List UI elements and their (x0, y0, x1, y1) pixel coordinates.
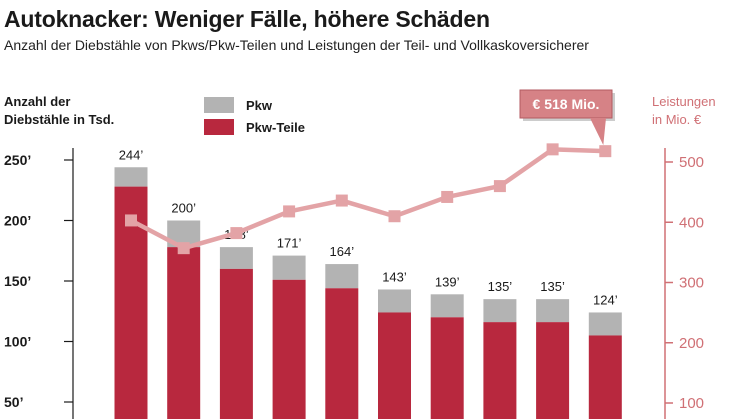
line-marker (177, 242, 190, 255)
bar-total-label: 135’ (540, 279, 565, 294)
bar-pkw-teile (167, 247, 201, 419)
line-marker (441, 190, 454, 203)
bar-pkw-teile (378, 312, 411, 419)
legend: Pkw Pkw-Teile (204, 95, 305, 139)
right-tick-label: 200 (679, 335, 704, 352)
bar-pkw-teile (483, 322, 517, 419)
bar-total-label: 139’ (435, 274, 460, 289)
right-tick-label: 100 (679, 395, 704, 412)
bar-total-label: 143’ (382, 269, 407, 284)
bar-pkw-teile (325, 288, 359, 419)
bar-total-label: 200’ (171, 201, 196, 216)
bar-total-label: 244’ (119, 147, 144, 162)
right-tick-label: 300 (679, 275, 704, 292)
left-axis-title: Anzahl der Diebstähle in Tsd. (4, 93, 114, 129)
right-tick-label: 400 (679, 214, 704, 231)
line-leistungen (129, 147, 606, 251)
bar-pkw (430, 294, 464, 318)
bar-pkw-teile (272, 279, 306, 419)
legend-item-pkw: Pkw (204, 95, 305, 115)
left-axis-title-line1: Anzahl der (4, 94, 71, 109)
line-marker (230, 227, 243, 240)
bar-pkw (325, 264, 359, 289)
bar-pkw (219, 247, 253, 269)
bars (114, 167, 622, 419)
bar-pkw (378, 289, 411, 313)
callout-label: € 518 Mio. (533, 96, 600, 112)
legend-item-pkw-teile: Pkw-Teile (204, 117, 305, 137)
bar-total-label: 124’ (593, 292, 618, 307)
bar-pkw-teile (536, 322, 570, 419)
bar-total-label: 171’ (277, 236, 302, 251)
legend-label-pkw-teile: Pkw-Teile (246, 119, 306, 135)
left-axis-title-line2: Diebstähle in Tsd. (4, 112, 115, 127)
bar-pkw (483, 299, 517, 323)
callout: € 518 Mio. (519, 89, 615, 146)
line-marker (388, 210, 401, 223)
legend-swatch-pkw-teile (204, 119, 234, 135)
left-tick-label: 200’ (4, 213, 31, 229)
right-axis-title-line2: in Mio. € (652, 112, 702, 127)
legend-label-pkw: Pkw (246, 97, 273, 113)
left-tick-label: 250’ (4, 152, 31, 168)
line-marker (335, 194, 348, 207)
line-marker (125, 214, 137, 227)
right-axis-title-line1: Leistungen (652, 94, 716, 109)
bar-pkw (536, 299, 570, 323)
line-marker (493, 180, 506, 193)
legend-swatch-pkw (204, 97, 234, 113)
right-axis: 100 200 300 400 500 (664, 148, 704, 419)
bar-pkw-teile (219, 268, 253, 419)
bar-pkw-teile (430, 317, 464, 419)
callout-pointer (590, 118, 606, 146)
bar-pkw (588, 312, 622, 336)
line-series (125, 143, 612, 255)
bar-total-label: 135’ (488, 279, 513, 294)
left-axis: 50’ 100’ 150’ 200’ 250’ (4, 148, 74, 419)
chart-subtitle: Anzahl der Diebstähle von Pkws/Pkw-Teile… (4, 37, 589, 53)
bar-total-label: 164’ (330, 244, 355, 259)
right-tick-label: 500 (679, 154, 704, 171)
left-tick-label: 50’ (4, 394, 23, 410)
bar-pkw (272, 255, 306, 280)
line-marker (283, 205, 296, 218)
bar-pkw-teile (588, 335, 622, 419)
chart-title: Autoknacker: Weniger Fälle, höhere Schäd… (4, 6, 490, 32)
bar-pkw (114, 167, 148, 187)
right-axis-title: Leistungen in Mio. € (652, 93, 716, 129)
line-marker (546, 143, 559, 156)
left-tick-label: 150’ (4, 273, 31, 289)
left-tick-label: 100’ (4, 334, 31, 350)
line-marker (599, 145, 612, 158)
callout-box (519, 89, 613, 119)
